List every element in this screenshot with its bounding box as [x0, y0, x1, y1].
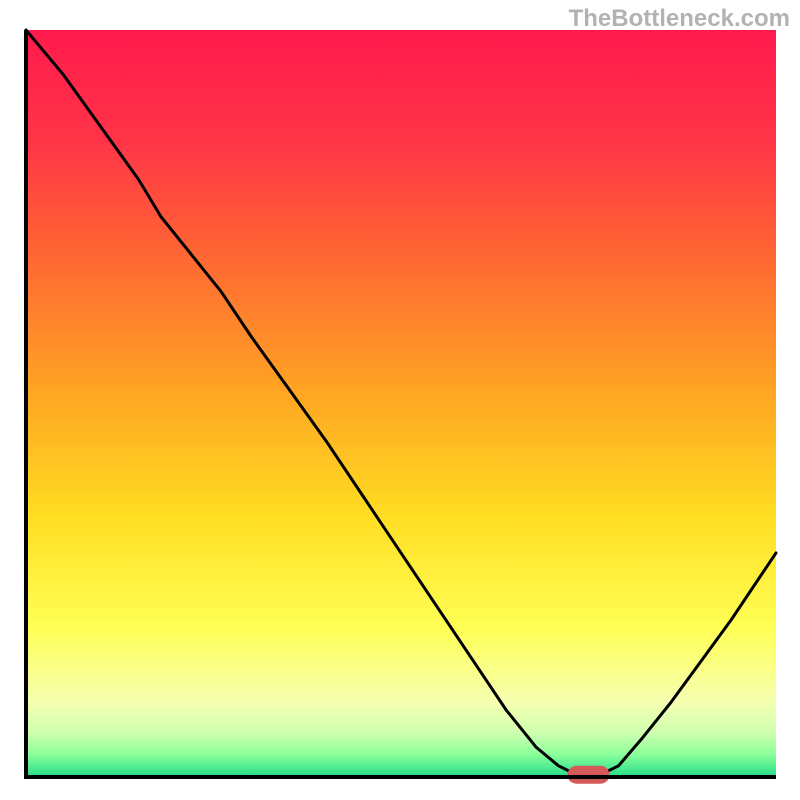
gradient-background — [26, 30, 776, 777]
bottleneck-chart — [0, 0, 800, 800]
optimal-marker — [568, 766, 610, 784]
chart-container: TheBottleneck.com — [0, 0, 800, 800]
